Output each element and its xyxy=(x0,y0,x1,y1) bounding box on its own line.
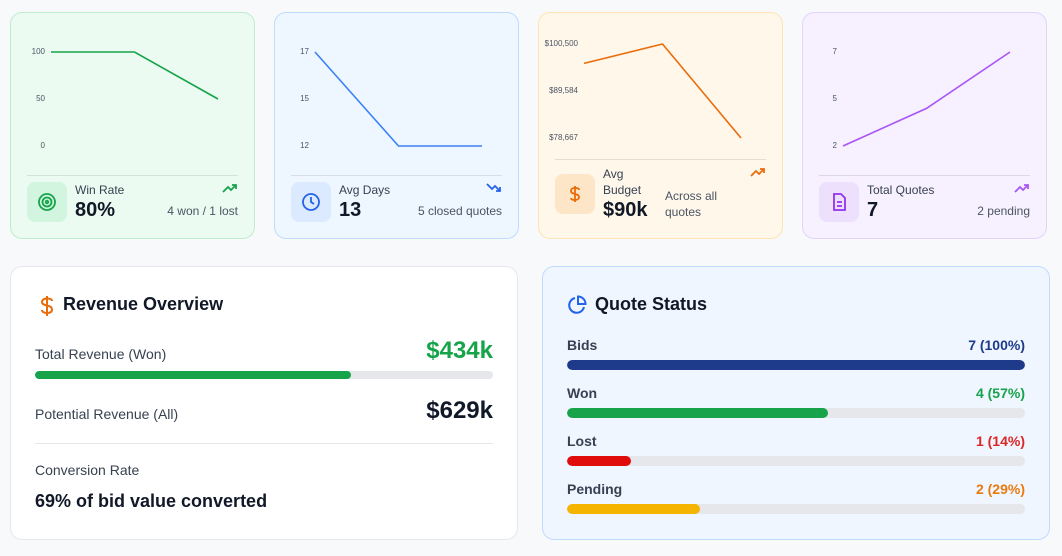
row-label: Total Revenue (Won) xyxy=(35,346,167,362)
status-track xyxy=(567,408,1025,418)
separator xyxy=(27,175,238,176)
conversion-label: Conversion Rate xyxy=(35,462,140,478)
card-value: 80% xyxy=(75,199,116,221)
status-track xyxy=(567,456,1025,466)
sparkline-line xyxy=(51,51,219,100)
sparkline-line xyxy=(314,51,482,147)
separator xyxy=(291,175,502,176)
status-track xyxy=(567,504,1025,514)
y-tick-label: $89,584 xyxy=(549,86,578,95)
status-count: 2 (29%) xyxy=(975,481,1025,497)
y-tick-label: 5 xyxy=(833,94,838,103)
status-bar xyxy=(567,408,829,418)
trend-icon xyxy=(222,184,237,193)
row-value: $629k xyxy=(426,397,493,424)
y-tick-label: 2 xyxy=(833,141,838,150)
row-label: Potential Revenue (All) xyxy=(35,406,179,422)
card-note: 5 closed quotes xyxy=(417,204,502,218)
card-value: $90k xyxy=(603,199,648,221)
status-count: 4 (57%) xyxy=(975,385,1025,401)
trend-icon xyxy=(750,168,765,177)
card-label: Win Rate xyxy=(75,183,125,197)
sparkline: $78,667 $89,584 $100,500 xyxy=(545,39,742,142)
status-bar xyxy=(567,360,1025,370)
y-tick-label: 100 xyxy=(32,47,46,56)
status-panel: Quote Status Bids 7 (100%) Won 4 (57%) Lost 1… xyxy=(542,266,1050,540)
y-tick-label: 17 xyxy=(300,47,309,56)
status-label: Won xyxy=(567,385,598,401)
y-tick-label: 12 xyxy=(300,141,309,150)
card-note: 2 pending xyxy=(977,204,1030,218)
card-note: 4 won / 1 lost xyxy=(167,204,238,218)
sparkline: 12 15 17 xyxy=(300,47,482,150)
y-tick-label: $100,500 xyxy=(545,39,579,48)
status-bar xyxy=(567,504,700,514)
icon xyxy=(291,182,331,222)
status-label: Bids xyxy=(567,337,598,353)
sparkline-line xyxy=(583,43,742,139)
panel-title: Quote Status xyxy=(595,294,708,314)
status-bar xyxy=(567,456,632,466)
y-tick-label: 0 xyxy=(41,141,46,150)
card-value: 7 xyxy=(867,199,879,221)
avg-days-card: 12 15 17 Avg Days 13 5 closed quotes xyxy=(274,12,519,239)
icon xyxy=(819,182,859,222)
y-tick-label: 50 xyxy=(36,94,45,103)
divider xyxy=(35,443,493,444)
status-track xyxy=(567,360,1025,370)
total-quotes-card: 2 5 7 Total Quotes 7 2 pending xyxy=(802,12,1047,239)
separator xyxy=(819,175,1030,176)
icon xyxy=(27,182,67,222)
y-tick-label: $78,667 xyxy=(549,133,578,142)
sparkline: 2 5 7 xyxy=(833,47,1011,150)
status-count: 1 (14%) xyxy=(975,433,1025,449)
y-tick-label: 15 xyxy=(300,94,309,103)
card-value: 13 xyxy=(339,199,362,221)
conversion-text: 69% of bid value converted xyxy=(35,491,268,511)
card-label: Avg Budget xyxy=(603,167,642,197)
sparkline: 0 50 100 xyxy=(32,47,219,150)
row-value: $434k xyxy=(426,337,493,364)
card-label: Total Quotes xyxy=(867,183,935,197)
status-count: 7 (100%) xyxy=(968,337,1025,353)
trend-icon xyxy=(486,183,501,192)
progress-fill xyxy=(35,371,352,379)
icon xyxy=(555,174,595,214)
win-rate-card: 0 50 100 Win Rate 80% 4 won / 1 lost xyxy=(10,12,255,239)
trend-icon xyxy=(1014,184,1029,193)
separator xyxy=(555,159,766,160)
revenue-panel: Revenue Overview Total Revenue (Won) $43… xyxy=(10,266,518,540)
status-label: Pending xyxy=(567,481,623,497)
card-label: Avg Days xyxy=(339,183,391,197)
pie-icon xyxy=(568,295,587,314)
sparkline-line xyxy=(842,51,1011,147)
y-tick-label: 7 xyxy=(833,47,838,56)
card-note: Across all quotes xyxy=(665,189,718,219)
dollar-icon xyxy=(40,296,54,316)
status-label: Lost xyxy=(567,433,597,449)
panel-title: Revenue Overview xyxy=(63,294,224,314)
avg-budget-card: $78,667 $89,584 $100,500 Avg Budget $90k Ac… xyxy=(538,12,783,239)
